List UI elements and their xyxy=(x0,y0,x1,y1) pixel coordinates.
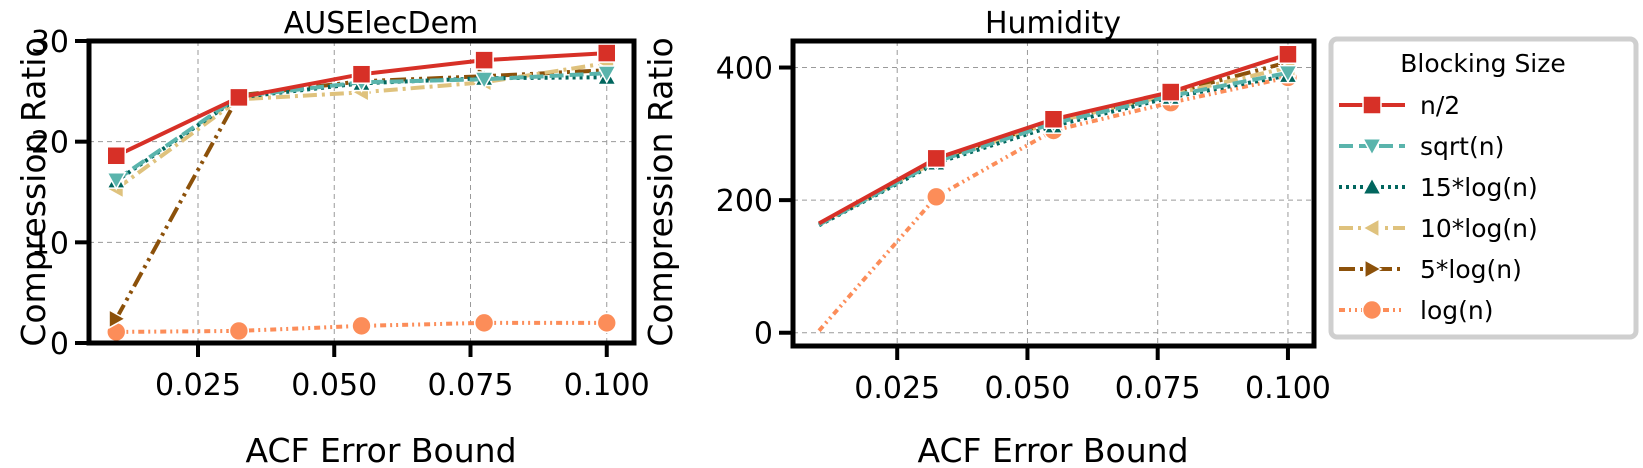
y-tick-label: 200 xyxy=(716,184,773,219)
y-tick-label: 10 xyxy=(31,226,69,261)
panel-title: AUSElecDem xyxy=(284,6,479,41)
data-point-n-2 xyxy=(1043,109,1064,129)
legend-marker xyxy=(1361,176,1383,195)
legend-entry-15-log-n: 15*log(n) xyxy=(1339,173,1538,202)
series-n-2 xyxy=(818,44,1298,226)
data-point-sqrt-n xyxy=(473,71,495,90)
data-point-n-2 xyxy=(474,50,494,70)
data-point-n-2 xyxy=(597,43,617,63)
x-axis-label: ACF Error Bound xyxy=(917,431,1188,468)
legend-entry-5-log-n: 5*log(n) xyxy=(1339,255,1522,284)
panel-title: Humidity xyxy=(985,6,1121,41)
series-log-n xyxy=(817,67,1299,333)
legend-marker xyxy=(1361,217,1380,239)
data-point-n-2 xyxy=(106,146,126,166)
x-tick-label: 0.050 xyxy=(985,371,1071,406)
series-line-15-log-n xyxy=(115,75,607,183)
legend-entry-sqrt-n: sqrt(n) xyxy=(1339,132,1504,161)
data-point-sqrt-n xyxy=(105,171,127,191)
data-point-log-n xyxy=(351,315,372,337)
data-point-n-2 xyxy=(1160,82,1181,102)
legend-label: sqrt(n) xyxy=(1420,132,1504,161)
legend-label: 5*log(n) xyxy=(1420,255,1522,284)
panel-humidity: Humidity Compression Ratio ACF Error Bou… xyxy=(641,6,1331,468)
legend-entry-10-log-n: 10*log(n) xyxy=(1339,214,1538,243)
data-point-n-2 xyxy=(351,64,372,84)
x-tick-label: 0.075 xyxy=(428,368,514,403)
legend-label: log(n) xyxy=(1420,296,1493,325)
legend-marker xyxy=(1362,95,1382,115)
y-axis-label: Compression Ratio xyxy=(14,37,53,346)
series-log-n xyxy=(106,312,617,343)
series-n-2 xyxy=(106,43,617,166)
y-axis-label: Compression Ratio xyxy=(641,37,680,346)
x-tick-label: 0.075 xyxy=(1115,371,1201,406)
legend-label: 15*log(n) xyxy=(1420,173,1538,202)
plot-frame xyxy=(790,38,1317,349)
y-tick-label: 20 xyxy=(31,126,69,161)
series-sqrt-n xyxy=(105,65,618,191)
x-tick-label: 0.025 xyxy=(155,368,241,403)
legend-marker xyxy=(1361,299,1383,321)
data-point-log-n xyxy=(926,186,947,208)
x-tick-label: 0.100 xyxy=(564,368,650,403)
data-point-log-n xyxy=(596,312,617,334)
x-tick-label: 0.025 xyxy=(854,371,940,406)
x-tick-label: 0.050 xyxy=(291,368,377,403)
legend-label: n/2 xyxy=(1420,91,1460,120)
data-point-5-log-n xyxy=(108,308,127,330)
series-line-10-log-n xyxy=(818,65,1289,227)
y-tick-label: 0 xyxy=(754,317,773,352)
panel-auselecdem: AUSElecDem Compression Ratio ACF Error B… xyxy=(14,6,650,468)
x-axis-label: ACF Error Bound xyxy=(245,431,516,468)
legend-marker xyxy=(1361,138,1383,157)
data-point-sqrt-n xyxy=(596,65,618,84)
series-5-log-n xyxy=(108,59,618,330)
data-point-sqrt-n xyxy=(1277,64,1299,84)
y-tick-label: 30 xyxy=(31,25,69,60)
legend-title: Blocking Size xyxy=(1400,49,1566,78)
data-point-n-2 xyxy=(1278,44,1298,65)
legend-marker xyxy=(1364,258,1383,280)
plot-frame xyxy=(86,38,637,346)
legend-entry-log-n: log(n) xyxy=(1339,296,1493,325)
data-point-log-n xyxy=(228,320,250,342)
y-tick-label: 400 xyxy=(716,52,773,87)
series-line-5-log-n xyxy=(114,68,607,320)
legend-box xyxy=(1328,36,1639,340)
x-tick-label: 0.100 xyxy=(1245,371,1331,406)
data-point-log-n xyxy=(473,312,495,334)
data-point-n-2 xyxy=(229,87,249,108)
series-line-sqrt-n xyxy=(818,70,1289,227)
legend-entry-n-2: n/2 xyxy=(1339,91,1460,120)
legend: Blocking Size n/2 sqrt(n) 15*log(n) 10*log(… xyxy=(1328,36,1639,340)
legend-label: 10*log(n) xyxy=(1420,214,1538,243)
data-point-n-2 xyxy=(926,148,947,169)
y-tick-label: 0 xyxy=(50,327,69,362)
series-line-15-log-n xyxy=(818,73,1289,228)
